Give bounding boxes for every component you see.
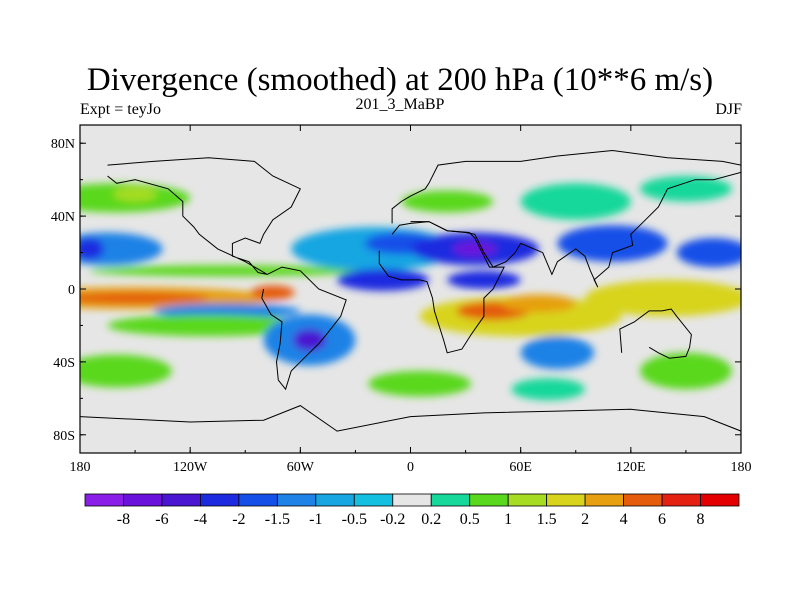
- colorbar-box: [353, 493, 394, 507]
- colorbar-label: 1.5: [537, 511, 557, 528]
- field-region: [89, 265, 365, 277]
- field-region: [584, 279, 741, 317]
- field-region: [107, 314, 310, 337]
- colorbar-label: 1: [504, 511, 512, 528]
- field-region: [80, 292, 209, 304]
- season-label: DJF: [715, 101, 742, 118]
- colorbar-label: 4: [620, 511, 628, 528]
- colorbar-label: -8: [117, 511, 130, 528]
- coastline: [261, 266, 347, 391]
- colorbar-box: [430, 493, 471, 507]
- x-tick-label: 180: [70, 460, 91, 475]
- field-region: [640, 352, 732, 390]
- colorbar-box: [623, 493, 663, 507]
- colorbar-box: [507, 493, 548, 507]
- colorbar-box: [700, 493, 740, 507]
- colorbar-box: [84, 493, 124, 507]
- field-region: [676, 237, 741, 268]
- y-tick-label: 0: [68, 283, 75, 298]
- colorbar-label: 2: [581, 511, 589, 528]
- colorbar-box: [200, 493, 240, 507]
- experiment-label: Expt = teyJo: [80, 101, 162, 118]
- coastline: [80, 405, 741, 432]
- colorbar-label: -2: [232, 511, 245, 528]
- coastline: [378, 221, 505, 354]
- y-tick-label: 80N: [51, 137, 75, 152]
- x-tick-label: 0: [407, 460, 414, 475]
- y-tick-label: 80S: [53, 429, 75, 444]
- field-region: [80, 232, 163, 266]
- field-region: [511, 378, 585, 401]
- field-region: [557, 225, 668, 262]
- colorbar-box: [238, 493, 278, 507]
- colorbar-box: [584, 493, 624, 507]
- field-region: [250, 285, 295, 300]
- field-region: [502, 294, 576, 313]
- colorbar-box: [315, 493, 355, 507]
- colorbar-label: 0.5: [460, 511, 480, 528]
- field-region: [113, 186, 158, 202]
- colorbar-box: [123, 493, 163, 507]
- field-region: [520, 336, 595, 370]
- field-region: [80, 354, 172, 388]
- coastline: [619, 308, 692, 359]
- x-tick-label: 120W: [173, 460, 208, 475]
- field-region: [452, 241, 497, 257]
- chart-title: Divergence (smoothed) at 200 hPa (10**6 …: [86, 62, 714, 98]
- field-region: [640, 176, 732, 202]
- colorbar-label: -0.2: [380, 511, 405, 528]
- x-tick-label: 60E: [509, 460, 532, 475]
- field-region: [337, 268, 429, 291]
- field-region: [447, 270, 521, 289]
- colorbar-label: -6: [155, 511, 168, 528]
- x-tick-label: 120E: [616, 460, 646, 475]
- colorbar-label: -1.5: [265, 511, 290, 528]
- field-region: [368, 371, 472, 397]
- field-region: [292, 329, 327, 351]
- coastline: [391, 149, 741, 288]
- run-label: 201_3_MaBP: [355, 96, 445, 113]
- colorbar-box: [546, 493, 586, 507]
- colorbar-box: [392, 493, 432, 507]
- colorbar-box: [276, 493, 317, 507]
- field-region: [401, 190, 494, 213]
- colorbar-label: -4: [194, 511, 207, 528]
- x-tick-label: 60W: [287, 460, 315, 475]
- colorbar-label: -1: [309, 511, 322, 528]
- colorbar-label: 6: [658, 511, 666, 528]
- coastline: [107, 157, 301, 275]
- colorbar-box: [469, 493, 509, 507]
- colorbar-label: -0.5: [342, 511, 367, 528]
- field-region: [80, 237, 104, 260]
- field-region: [153, 303, 301, 319]
- y-tick-label: 40N: [51, 210, 75, 225]
- colorbar-box: [161, 493, 201, 507]
- x-tick-label: 180: [731, 460, 752, 475]
- colorbar-box: [661, 493, 701, 507]
- field-region: [520, 183, 631, 220]
- y-tick-label: 40S: [53, 356, 75, 371]
- colorbar-label: 8: [697, 511, 705, 528]
- colorbar-label: 0.2: [421, 511, 441, 528]
